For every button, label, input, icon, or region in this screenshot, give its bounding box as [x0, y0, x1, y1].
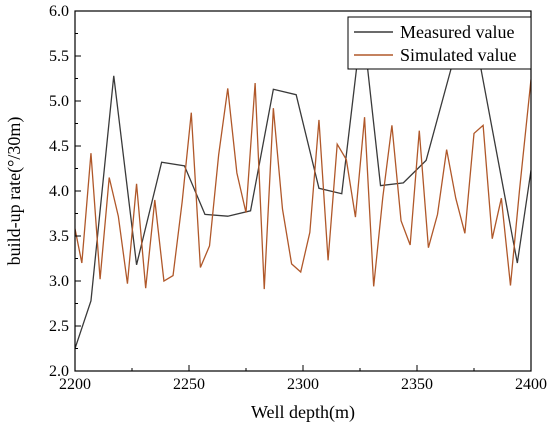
x-axis-ticks: 2200 2250 2300 2350 2400 — [59, 365, 547, 393]
y-tick-label: 2.5 — [49, 318, 69, 335]
legend-label: Measured value — [400, 22, 514, 42]
x-axis-label: Well depth(m) — [251, 402, 355, 423]
y-tick-label: 6.0 — [49, 3, 69, 20]
series-line-measured — [75, 19, 531, 349]
x-tick-label: 2300 — [287, 376, 319, 393]
plot-area — [75, 19, 531, 349]
series-group — [75, 19, 531, 349]
y-tick-label: 2.0 — [49, 363, 69, 380]
y-tick-label: 3.0 — [49, 273, 69, 290]
y-tick-label: 4.0 — [49, 183, 69, 200]
legend-box — [347, 16, 532, 70]
x-tick-label: 2400 — [515, 376, 547, 393]
x-tick-label: 2350 — [401, 376, 433, 393]
x-tick-label: 2250 — [173, 376, 205, 393]
y-axis-ticks: 2.0 2.5 3.0 3.5 4.0 4.5 5.0 5.5 6.0 — [49, 3, 81, 380]
y-tick-label: 3.5 — [49, 228, 69, 245]
series-line-simulated — [75, 79, 531, 290]
y-tick-label: 5.0 — [49, 93, 69, 110]
legend-label: Simulated value — [400, 45, 516, 65]
y-tick-label: 4.5 — [49, 138, 69, 155]
legend: Measured value Simulated value — [347, 16, 532, 70]
y-tick-label: 5.5 — [49, 48, 69, 65]
x-tick-label: 2200 — [59, 376, 91, 393]
y-axis-label: build-up rate(°/30m) — [4, 117, 25, 266]
